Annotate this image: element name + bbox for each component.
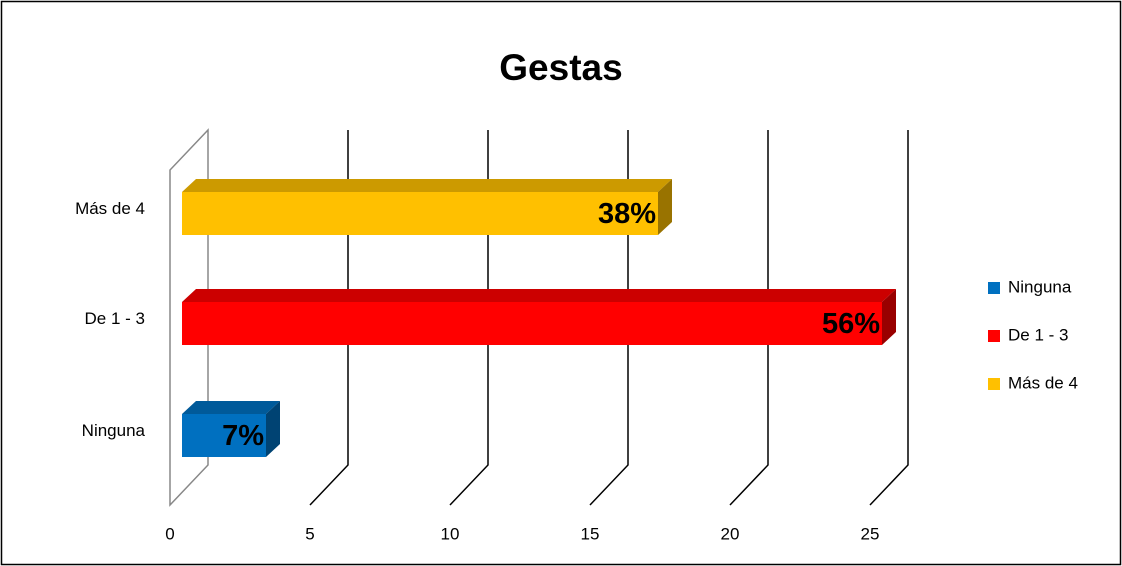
bar <box>182 401 280 457</box>
side-wall <box>169 128 209 507</box>
bar-face <box>182 179 672 192</box>
bar-face <box>882 289 896 345</box>
y-tick-label: De 1 - 3 <box>85 309 145 328</box>
grid-line <box>449 130 489 506</box>
y-tick-label: Más de 4 <box>75 199 145 218</box>
x-tick-label: 10 <box>441 524 460 543</box>
grid-line <box>869 130 909 506</box>
legend-label: Más de 4 <box>1008 373 1078 392</box>
data-label: 38% <box>598 198 656 230</box>
bar-face <box>182 289 896 302</box>
bar-face <box>182 414 266 457</box>
bar-face <box>182 401 280 414</box>
x-tick-label: 15 <box>581 524 600 543</box>
chart-title: Gestas <box>499 47 622 88</box>
legend-swatch <box>988 378 1000 390</box>
bar-face <box>182 302 882 345</box>
grid-line <box>309 130 349 506</box>
grid-line <box>589 130 629 506</box>
grid-line <box>729 130 769 506</box>
data-label: 56% <box>822 308 880 340</box>
bar <box>182 179 672 235</box>
legend-label: Ninguna <box>1008 277 1072 296</box>
data-label: 7% <box>222 420 264 452</box>
bar-face <box>182 192 658 235</box>
bar <box>182 289 896 345</box>
legend-label: De 1 - 3 <box>1008 325 1068 344</box>
x-tick-label: 25 <box>861 524 880 543</box>
y-tick-label: Ninguna <box>82 421 146 440</box>
legend-swatch <box>988 330 1000 342</box>
legend-swatch <box>988 282 1000 294</box>
x-tick-label: 0 <box>165 524 174 543</box>
bar-face <box>266 401 280 457</box>
bar-face <box>658 179 672 235</box>
x-tick-label: 5 <box>305 524 314 543</box>
x-tick-label: 20 <box>721 524 740 543</box>
